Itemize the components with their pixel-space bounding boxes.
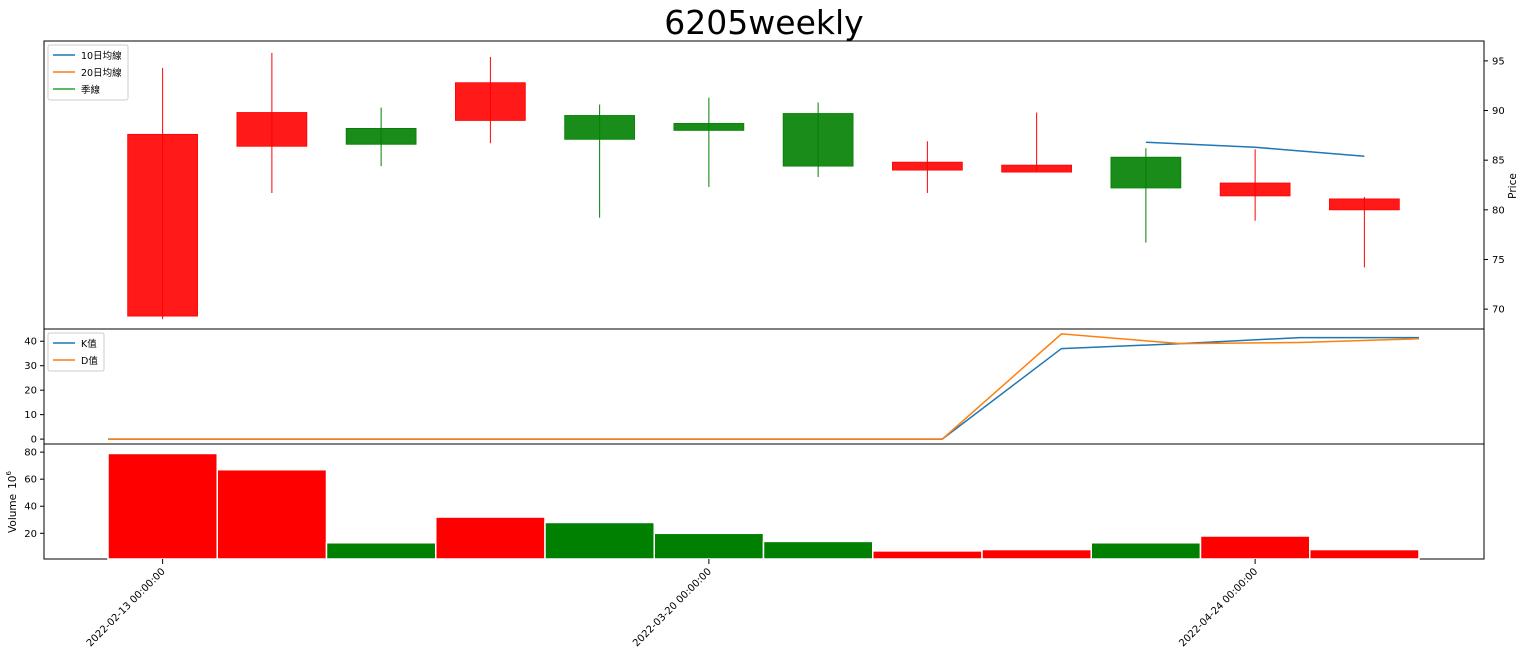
volume-bar	[107, 452, 218, 560]
volume-bar	[762, 540, 874, 560]
kd-panel: 0 10 20 30 40 K值 D值	[24, 328, 1485, 446]
kd-plot-frame	[43, 328, 1485, 445]
x-tick-label: 2022-03-20 00:00:00	[631, 566, 714, 649]
candle-body	[455, 82, 526, 121]
candle-body	[1110, 156, 1182, 189]
candle-body	[892, 161, 963, 171]
kd-lines	[108, 333, 1420, 440]
volume-y-tick-label: 80	[24, 448, 37, 459]
d-line	[108, 333, 1420, 440]
volume-y-tick-label: 60	[24, 475, 37, 486]
price-y-axis: 70 75 80 85 90 95	[1484, 56, 1505, 316]
price-legend-box	[47, 44, 129, 101]
volume-y-tick-label: 40	[24, 502, 37, 513]
date-x-axis: 2022-02-13 00:00:00 2022-03-20 00:00:00 20…	[85, 559, 1260, 649]
kd-y-tick-label: 10	[24, 410, 37, 421]
candle-body	[1001, 164, 1072, 173]
kd-y-tick-label: 40	[24, 337, 37, 348]
candle-body	[1219, 182, 1291, 197]
ma10-line	[1145, 141, 1365, 157]
volume-bar	[1090, 542, 1202, 560]
volume-bar	[1309, 548, 1420, 560]
candle-body	[564, 115, 635, 140]
kd-y-tick-label: 30	[24, 361, 37, 372]
price-y-tick-label: 70	[1492, 305, 1505, 316]
chart-title: 6205weekly	[664, 3, 863, 42]
candle-body	[345, 127, 417, 145]
kd-y-tick-label: 20	[24, 386, 37, 397]
kd-legend: K值 D值	[47, 332, 105, 372]
candle-body	[236, 112, 308, 147]
legend-ma10-label: 10日均線	[81, 50, 122, 62]
volume-bar	[981, 548, 1092, 560]
volume-bar	[872, 550, 983, 560]
price-moving-average-lines	[1145, 141, 1365, 157]
volume-bar	[653, 532, 765, 560]
kd-y-tick-label: 0	[31, 435, 37, 446]
x-tick-label: 2022-02-13 00:00:00	[85, 566, 168, 649]
volume-bar	[435, 516, 546, 560]
price-panel: 70 75 80 85 90 95 Price 10日均線 20日均線 季線	[43, 40, 1519, 330]
candle-body	[127, 133, 198, 317]
legend-d-label: D值	[81, 355, 98, 367]
volume-bar	[216, 468, 328, 560]
price-y-tick-label: 90	[1492, 106, 1505, 117]
legend-season-label: 季線	[81, 84, 101, 96]
price-y-tick-label: 80	[1492, 205, 1505, 216]
volume-bar	[325, 542, 437, 560]
volume-bar	[1199, 535, 1311, 560]
candle-body	[673, 123, 745, 131]
kd-y-axis: 0 10 20 30 40	[24, 337, 44, 446]
volume-panel: 20 40 60 80 Volume106	[5, 443, 1485, 560]
price-y-tick-label: 85	[1492, 156, 1505, 167]
volume-y-tick-label: 20	[24, 529, 37, 540]
volume-bars	[107, 452, 1420, 560]
price-y-tick-label: 95	[1492, 56, 1505, 67]
legend-k-label: K值	[81, 338, 97, 350]
volume-y-axis-label: Volume106	[5, 471, 19, 533]
price-legend: 10日均線 20日均線 季線	[47, 44, 129, 101]
candle-body	[782, 113, 854, 167]
price-candles	[127, 52, 1400, 320]
volume-y-axis: 20 40 60 80	[24, 448, 44, 540]
price-y-axis-label: Price	[1507, 173, 1519, 199]
volume-bar	[544, 521, 655, 560]
price-y-tick-label: 75	[1492, 255, 1505, 266]
x-tick-label: 2022-04-24 00:00:00	[1177, 566, 1260, 649]
legend-ma20-label: 20日均線	[81, 67, 122, 79]
k-line	[108, 336, 1419, 440]
candle-body	[1329, 198, 1400, 211]
